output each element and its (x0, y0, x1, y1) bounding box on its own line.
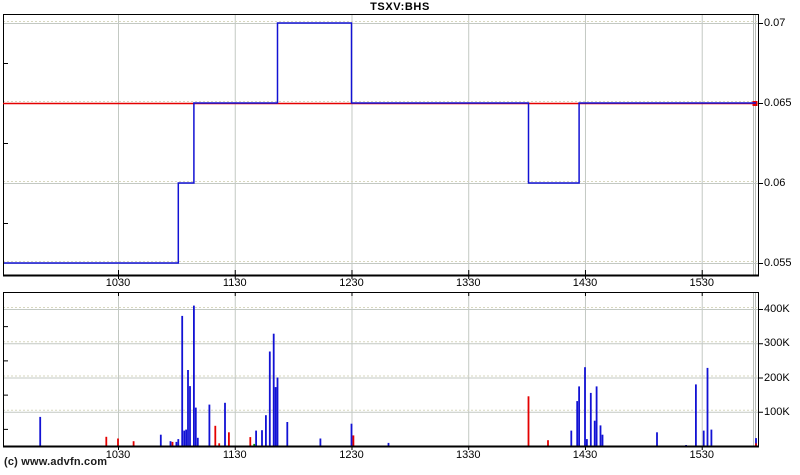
volume-bar (274, 387, 277, 446)
volume-bar (159, 434, 162, 446)
volume-bar (228, 432, 230, 446)
volume-bar (249, 437, 252, 446)
price-x-tick-label: 1430 (572, 277, 598, 289)
volume-x-tick-label: 1130 (222, 449, 247, 461)
price-x-tick-label: 1530 (689, 277, 714, 289)
volume-bar (187, 370, 189, 446)
volume-bar (584, 367, 586, 446)
chart-title: TSXV:BHS (370, 1, 430, 13)
volume-bar (706, 367, 709, 446)
volume-bar (175, 441, 178, 446)
volume-bar (261, 430, 263, 446)
volume-bar (656, 432, 658, 446)
volume-bar (695, 384, 697, 446)
volume-y-tick-label: 100K (764, 405, 790, 418)
volume-bar (589, 392, 592, 446)
volume-bar (272, 333, 275, 446)
volume-bar (214, 425, 217, 446)
volume-bar (755, 438, 757, 446)
volume-bar (755, 443, 757, 446)
volume-bar (183, 430, 186, 446)
volume-bar (350, 423, 353, 446)
volume-bar (702, 430, 705, 446)
volume-y-tick-label: 400K (764, 303, 790, 315)
volume-x-tick-label: 1030 (105, 449, 131, 461)
volume-bar (189, 386, 191, 446)
volume-bar (193, 305, 195, 446)
volume-bar (255, 430, 257, 446)
volume-bar (196, 437, 199, 446)
volume-x-tick-label: 1430 (572, 449, 598, 461)
volume-bar (268, 351, 271, 446)
volume-bar (181, 315, 184, 446)
volume-bar (387, 442, 390, 446)
price-x-tick-label: 1030 (105, 277, 131, 289)
volume-bar (265, 415, 267, 446)
volume-bar (576, 401, 579, 446)
volume-y-tick-label: 200K (764, 371, 790, 384)
price-line (4, 22, 756, 264)
volume-bar (253, 443, 256, 446)
volume-bar (601, 434, 604, 446)
volume-bar (710, 429, 713, 446)
volume-bar (169, 441, 172, 446)
volume-y-tick-label: 300K (764, 337, 790, 350)
price-chart-area (3, 14, 763, 279)
volume-bar (319, 438, 322, 446)
volume-bar (224, 402, 226, 446)
volume-x-tick-label: 1230 (339, 449, 364, 461)
volume-bar (132, 441, 135, 446)
volume-bar (194, 407, 197, 446)
volume-bar (117, 438, 119, 446)
volume-x-tick-label: 1330 (455, 449, 481, 461)
volume-bar (286, 422, 289, 446)
volume-x-tick-label: 1530 (689, 449, 714, 461)
price-y-tick-label: 0.055 (764, 257, 792, 269)
volume-bar (527, 396, 530, 446)
volume-bar (185, 429, 187, 446)
volume-bar (547, 440, 549, 446)
volume-bar (593, 420, 596, 446)
volume-bar (595, 386, 598, 446)
volume-bar (586, 439, 588, 446)
copyright-text: (c) www.advfn.com (4, 456, 108, 468)
volume-chart-area (3, 292, 763, 450)
price-x-tick-label: 1230 (339, 277, 364, 289)
volume-bar (177, 439, 180, 446)
price-y-tick-label: 0.07 (764, 17, 786, 29)
price-y-tick-label: 0.065 (764, 97, 792, 109)
volume-bar (578, 386, 580, 446)
volume-bar (570, 430, 573, 446)
volume-bar (276, 377, 279, 446)
volume-bar (105, 436, 108, 446)
volume-bar (352, 435, 355, 446)
volume-bar (171, 441, 174, 446)
volume-bars (39, 305, 757, 446)
volume-bar (208, 404, 211, 446)
price-x-tick-label: 1330 (455, 277, 481, 289)
volume-bar (218, 443, 221, 446)
price-x-tick-label: 1130 (222, 277, 247, 289)
volume-bar (599, 425, 602, 446)
volume-bar (39, 416, 42, 446)
price-y-tick-label: 0.06 (764, 177, 786, 189)
